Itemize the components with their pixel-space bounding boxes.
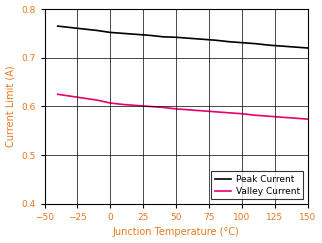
Peak Current [95,29,99,32]
Peak Current [214,39,218,42]
Peak Current [201,38,204,41]
Peak Current [109,31,112,34]
Valley Current [56,93,60,96]
Legend: Peak Current, Valley Current: Peak Current, Valley Current [211,171,303,199]
Peak Current [240,41,244,44]
Valley Current [240,112,244,115]
Peak Current [69,26,73,29]
Line: Valley Current: Valley Current [58,94,308,119]
Peak Current [306,47,310,50]
Peak Current [174,36,178,39]
Peak Current [266,44,270,47]
Valley Current [82,97,86,100]
Peak Current [135,33,138,36]
Valley Current [253,114,257,117]
Peak Current [82,27,86,30]
Valley Current [293,117,297,120]
Line: Peak Current: Peak Current [58,26,308,48]
Valley Current [201,109,204,112]
Peak Current [279,45,283,48]
Valley Current [174,107,178,110]
Peak Current [293,46,297,49]
Peak Current [122,32,126,35]
Valley Current [227,111,231,114]
Valley Current [306,118,310,121]
Valley Current [161,106,165,109]
X-axis label: Junction Temperature (°C): Junction Temperature (°C) [113,227,240,237]
Valley Current [69,95,73,98]
Valley Current [279,116,283,119]
Valley Current [109,102,112,104]
Valley Current [187,108,191,111]
Valley Current [148,105,152,108]
Peak Current [148,34,152,37]
Peak Current [161,35,165,38]
Valley Current [95,99,99,102]
Peak Current [187,37,191,40]
Peak Current [227,40,231,43]
Valley Current [266,115,270,118]
Peak Current [56,25,60,27]
Valley Current [214,110,218,113]
Y-axis label: Current Limit (A): Current Limit (A) [5,66,15,147]
Valley Current [122,103,126,106]
Valley Current [135,104,138,107]
Peak Current [253,42,257,45]
